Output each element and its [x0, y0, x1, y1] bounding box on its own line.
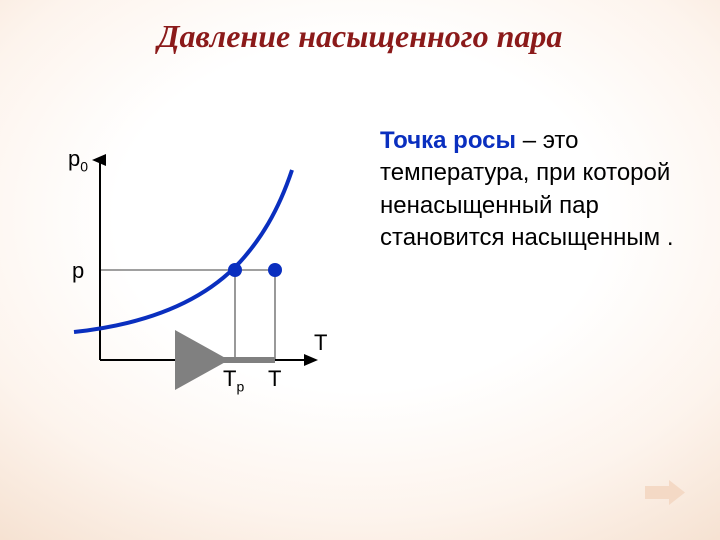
page-title: Давление насыщенного пара — [0, 18, 720, 55]
label-p0-main: р — [68, 146, 80, 171]
next-arrow-icon[interactable] — [645, 480, 685, 505]
chart-svg — [60, 140, 340, 400]
label-p: р — [72, 258, 84, 284]
label-tp: Тр — [223, 366, 244, 394]
saturation-curve — [74, 170, 292, 332]
label-tp-main: Т — [223, 366, 236, 391]
point-initial — [268, 263, 282, 277]
term: Точка росы — [380, 127, 516, 154]
definition-text: Точка росы – это температура, при которо… — [380, 125, 690, 255]
label-p0-sub: 0 — [80, 158, 88, 174]
label-tp-sub: р — [236, 378, 244, 394]
chart: р0 р Т Тр Т — [60, 140, 340, 400]
label-p0: р0 — [68, 146, 88, 174]
label-x-axis: Т — [314, 330, 327, 356]
label-t: Т — [268, 366, 281, 392]
point-on-curve — [228, 263, 242, 277]
